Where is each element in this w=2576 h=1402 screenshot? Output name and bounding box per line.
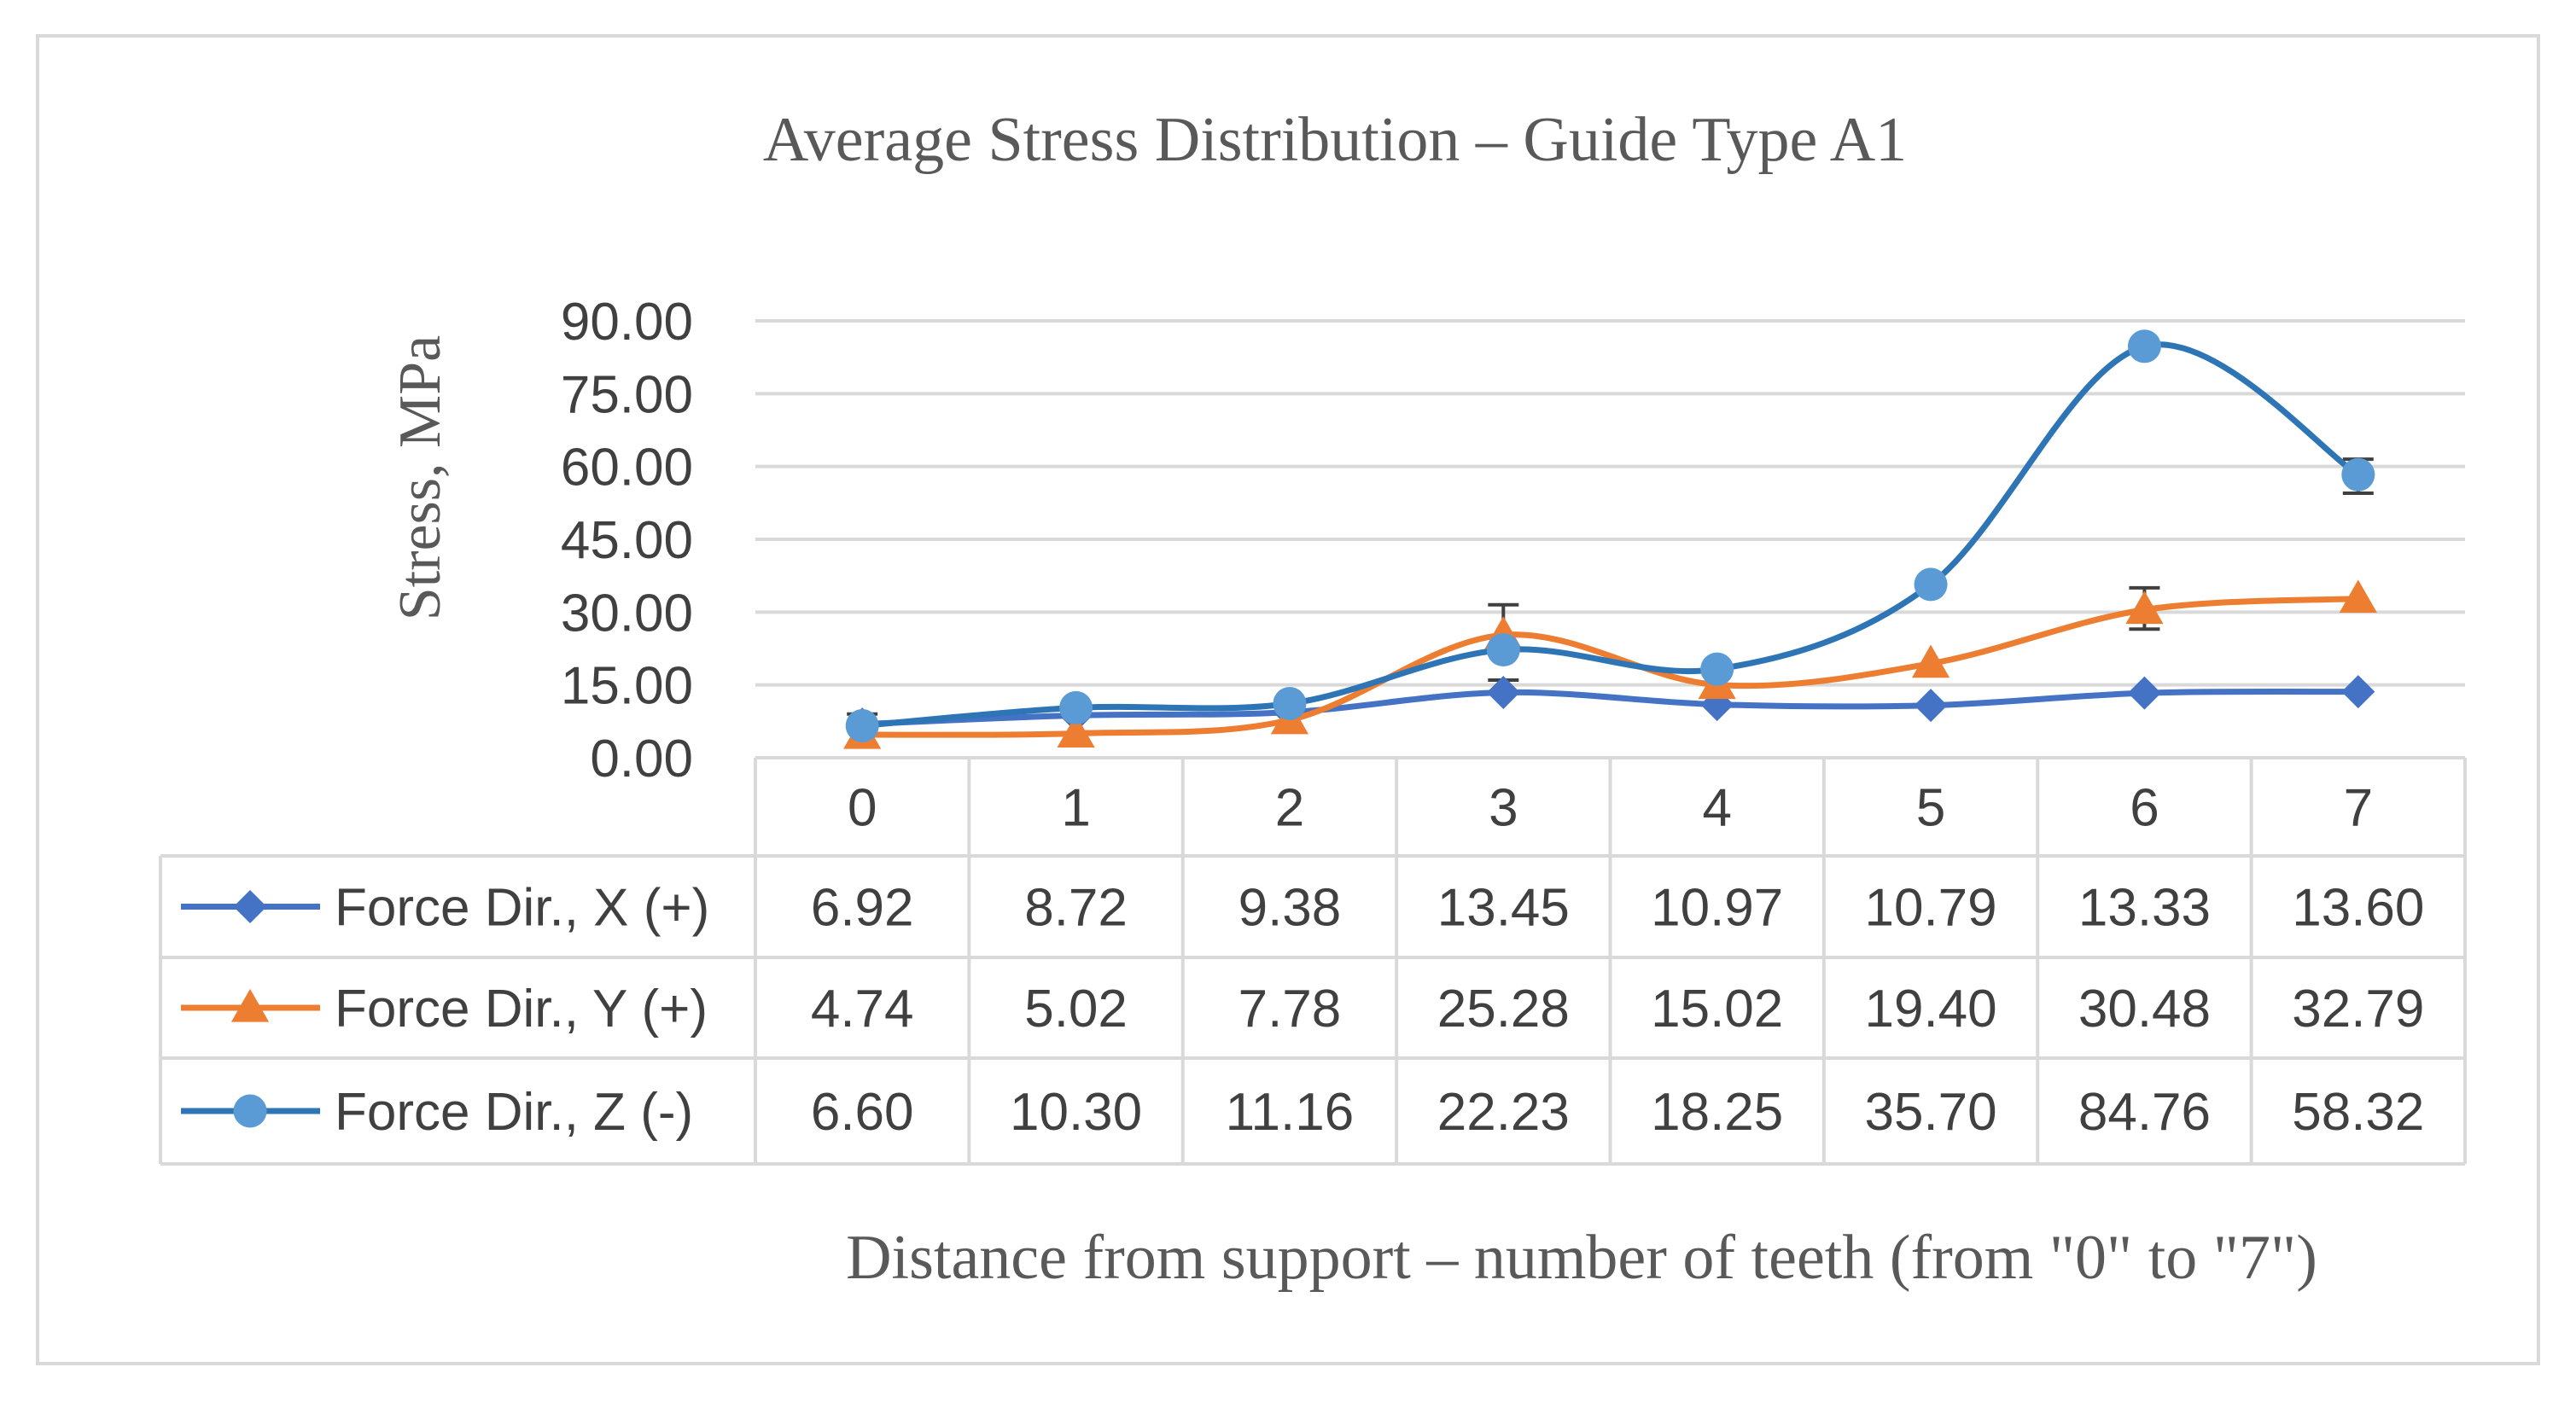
y-tick-label: 30.00 [561,584,693,643]
table-cell: 9.38 [1238,879,1342,938]
table-cell: 10.30 [1010,1083,1142,1142]
data-point [1700,652,1734,686]
table-cell: 6.60 [811,1083,914,1142]
x-tick-label: 3 [1489,779,1518,838]
table-cell: 13.60 [2292,879,2424,938]
table-cell: 84.76 [2078,1083,2211,1142]
data-point [1911,644,1950,678]
x-tick-label: 4 [1702,779,1731,838]
table-cell: 15.02 [1651,980,1783,1038]
y-tick-label: 60.00 [561,439,693,497]
table-cell: 22.23 [1437,1083,1570,1142]
y-tick-label: 15.00 [561,657,693,716]
series-line [862,595,2358,738]
y-axis-label: Stress, MPa [388,335,453,620]
data-point [2127,329,2161,364]
table-cell: 30.48 [2078,980,2211,1038]
data-point [1914,689,1948,723]
x-tick-label: 6 [2130,779,2159,838]
grid: 0.00 15.00 30.00 45.00 60.00 75.00 90.00 [561,293,2465,788]
x-tick-label: 1 [1061,779,1090,838]
x-tick-label: 5 [1916,779,1945,838]
table-cell: 35.70 [1864,1083,1996,1142]
x-tick-label: 7 [2344,779,2373,838]
table-cell: 7.78 [1238,980,1342,1038]
x-axis-label: Distance from support – number of teeth … [846,1223,2317,1293]
table-cell: 4.74 [811,980,914,1038]
series-2 [845,329,2375,742]
series-line [862,688,2358,728]
legend-label: Force Dir., Y (+) [335,980,708,1038]
y-tick-label: 0.00 [590,730,693,788]
data-point [1057,714,1095,748]
y-tick-label: 75.00 [561,365,693,424]
data-point [1273,687,1307,721]
table-cell: 6.92 [811,879,914,938]
table-cell: 10.79 [1864,879,1996,938]
data-point [2125,590,2164,625]
x-tick-label: 0 [848,779,877,838]
table-cell: 18.25 [1651,1083,1783,1142]
table-cell: 11.16 [1226,1083,1355,1142]
data-point [1486,633,1520,667]
table-cell: 5.02 [1024,980,1128,1038]
data-point [2341,457,2375,492]
data-table: 0 1 2 3 4 5 6 7 Force Dir., X (+) 6.92 8.72 9.38 13.… [159,756,2467,1166]
legend-marker [230,988,270,1022]
series-layer [843,329,2377,749]
legend-label: Force Dir., X (+) [335,879,709,938]
chart-title: Average Stress Distribution – Guide Type… [763,105,1907,175]
table-cell: 25.28 [1437,980,1570,1038]
table-cell: 58.32 [2292,1083,2424,1142]
table-cell: 8.72 [1024,879,1128,938]
legend-label: Force Dir., Z (-) [335,1083,693,1142]
data-point [1914,567,1948,602]
data-point [2127,676,2161,710]
x-tick-label: 2 [1275,779,1304,838]
data-point [1059,690,1093,724]
table-cell: 10.97 [1651,879,1783,938]
table-cell: 13.33 [2078,879,2211,938]
y-tick-label: 90.00 [561,293,693,352]
table-cell: 13.45 [1437,879,1570,938]
data-point [845,708,879,742]
legend-marker [233,1094,267,1128]
data-point [2339,579,2377,614]
data-point [1486,675,1520,709]
y-tick-label: 45.00 [561,511,693,570]
data-point [2341,675,2375,709]
legend-marker [233,890,267,923]
table-cell: 32.79 [2292,980,2424,1038]
table-cell: 19.40 [1864,980,1996,1038]
